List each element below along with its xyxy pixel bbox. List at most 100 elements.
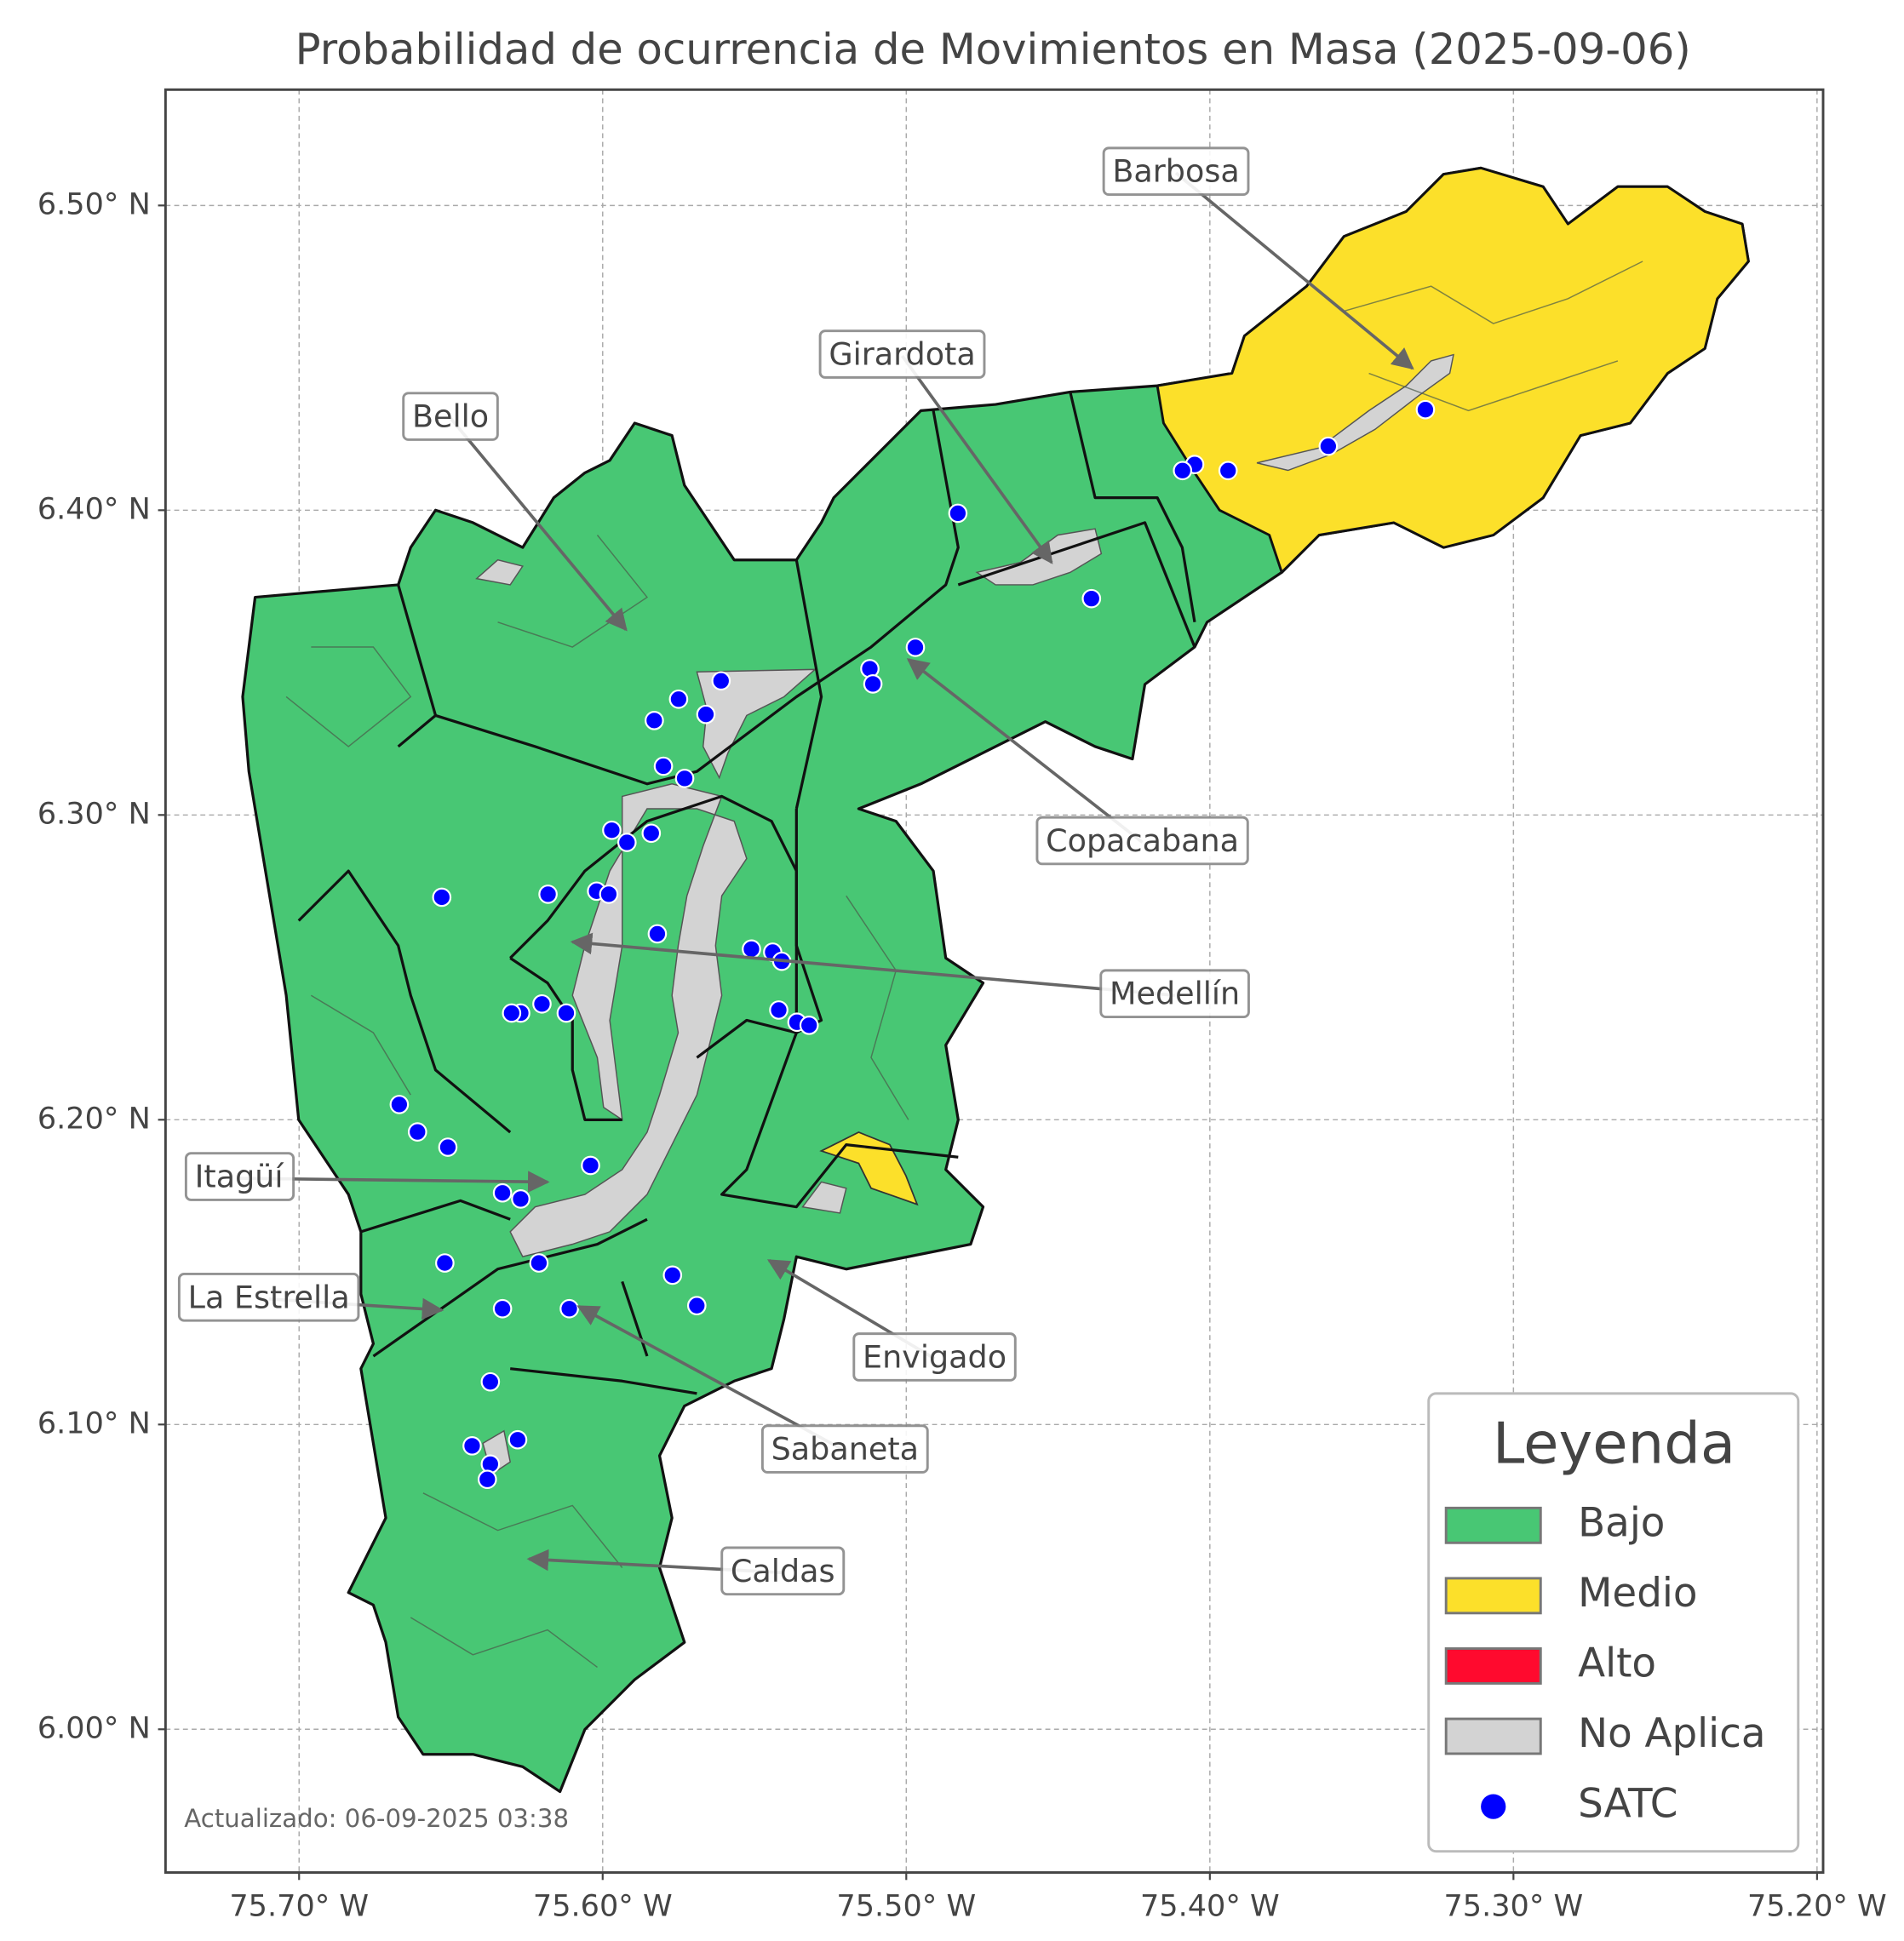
legend-marker (1481, 1794, 1506, 1819)
satc-point (480, 1371, 501, 1392)
inner-boundary (1368, 360, 1619, 412)
satc-point (905, 638, 926, 657)
y-tick-label: 6.00° N (37, 1710, 151, 1745)
y-tick-label: 6.10° N (37, 1406, 151, 1440)
annotation-box (720, 1546, 846, 1596)
frame (163, 88, 1825, 1875)
legend-label: Alto (1578, 1640, 1656, 1686)
annotation-box (184, 1152, 295, 1201)
annotation-box (1099, 969, 1250, 1019)
satc-point (511, 1189, 530, 1209)
inner-boundary (1344, 261, 1643, 324)
update-note: Actualizado: 06-09-2025 03:38 (184, 1804, 569, 1833)
satc-point (529, 1253, 549, 1273)
annotation-arrow (570, 932, 1175, 998)
satc-point (686, 1296, 707, 1316)
satc-point (662, 1265, 683, 1285)
municipal-boundary (621, 1280, 649, 1357)
satc-point (599, 885, 619, 904)
municipal-boundary (360, 1199, 511, 1234)
satc-point (538, 885, 558, 904)
region-no-aplica (1256, 353, 1454, 472)
annotation-label: Copacabana (1046, 822, 1239, 859)
annotation-label: Sabaneta (771, 1431, 919, 1468)
satc-point (532, 993, 552, 1014)
x-tick-label: 75.30° W (1443, 1888, 1583, 1923)
municipal-boundary (1069, 392, 1196, 623)
annotation-label: Envigado (863, 1338, 1006, 1375)
y-tick-label: 6.20° N (37, 1101, 151, 1136)
legend-label: Bajo (1578, 1500, 1665, 1546)
x-tick-label: 75.50° W (836, 1888, 976, 1923)
municipal-boundary (957, 521, 1196, 648)
inner-boundary (410, 1617, 598, 1668)
annotation-label: Medellín (1110, 976, 1240, 1012)
satc-point (769, 1000, 789, 1020)
inner-boundary (846, 895, 909, 1120)
x-tick-label: 75.60° W (533, 1888, 673, 1923)
municipal-boundary (435, 410, 960, 786)
satc-point (641, 823, 662, 844)
municipal-boundary (509, 957, 622, 1121)
region-no-aplica (509, 783, 748, 1257)
satc-point (477, 1469, 497, 1490)
satc-point (508, 1429, 528, 1450)
satc-point (556, 1003, 576, 1023)
x-tick-label: 75.40° W (1140, 1888, 1280, 1923)
satc-point (617, 833, 637, 852)
satc-point (645, 711, 664, 730)
satc-point (602, 820, 622, 840)
annotation-box (852, 1332, 1017, 1382)
regions (241, 166, 1750, 1794)
satc-point (863, 674, 883, 694)
annotation-arrow (1174, 171, 1414, 370)
inner-boundary (422, 1492, 623, 1568)
satc-point (559, 1298, 579, 1319)
satc-point (948, 503, 968, 524)
legend-swatch (1444, 1577, 1542, 1615)
legend: Leyenda Bajo Medio Alto No Aplica SATC (1427, 1392, 1800, 1853)
legend-swatch (1444, 1506, 1542, 1544)
annotation-box (818, 329, 986, 379)
satc-point (438, 1137, 458, 1157)
satc-point (653, 756, 674, 776)
y-tick-label: 6.50° N (37, 186, 151, 221)
annotation-label: Girardota (829, 336, 975, 373)
inner-boundary (285, 646, 412, 747)
region-medio (819, 1131, 919, 1206)
legend-label: No Aplica (1578, 1711, 1765, 1757)
annotation-arrow (906, 658, 1144, 844)
municipal-boundary (510, 1367, 697, 1395)
satc-point (502, 1003, 522, 1023)
annotation-label: Barbosa (1112, 153, 1239, 190)
municipal-boundary (509, 794, 823, 1059)
region-no-aplica (801, 1181, 847, 1214)
annotation-box (760, 1424, 929, 1474)
annotations: Barbosa Girardota Bello Copacabana Medellín I… (177, 146, 1414, 1596)
satc-point (462, 1436, 482, 1456)
municipal-boundary (794, 559, 823, 810)
y-tick-label: 6.40° N (37, 491, 151, 526)
annotation-label: Caldas (731, 1553, 835, 1589)
satc-point (1218, 461, 1238, 481)
annotation-label: La Estrella (188, 1279, 350, 1315)
annotation-box (1035, 816, 1249, 866)
satc-point (647, 924, 668, 944)
legend-swatch (1444, 1647, 1542, 1685)
annotation-arrow (449, 416, 628, 632)
satc-point (1318, 436, 1339, 456)
satc-point (668, 689, 689, 709)
satc-point (1081, 588, 1102, 609)
satc-point (581, 1155, 600, 1176)
satc-point (492, 1298, 513, 1319)
satc-point (492, 1182, 513, 1203)
annotation-label: Itagüí (195, 1159, 285, 1195)
legend-title: Leyenda (1493, 1410, 1735, 1476)
satc-point (742, 939, 761, 959)
region-medio (1156, 166, 1750, 574)
annotation-label: Bello (412, 398, 489, 435)
chart-title: Probabilidad de ocurrencia de Movimiento… (295, 25, 1691, 74)
municipal-boundary (297, 869, 512, 1134)
